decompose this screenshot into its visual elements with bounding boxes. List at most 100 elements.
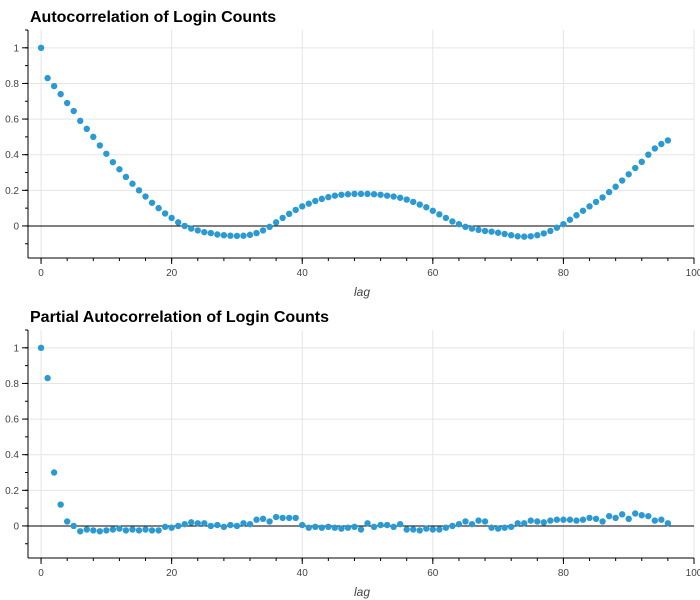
data-point [266,223,273,231]
data-point [377,191,384,198]
data-point [77,528,84,535]
data-point [390,193,397,200]
data-point [416,201,423,208]
data-point [181,520,188,528]
x-tick-label: 60 [427,268,439,279]
data-point [63,99,71,107]
data-point [553,516,561,523]
data-point [553,224,561,231]
data-point [70,107,77,115]
data-point [645,512,652,520]
data-point [625,515,632,523]
data-point [370,523,378,531]
data-point [305,200,312,207]
data-point [122,527,130,534]
data-point [442,214,450,222]
data-point [651,517,659,524]
data-point [612,183,619,190]
data-point [410,526,417,533]
data-point [638,512,645,519]
data-point [442,524,450,531]
data-point [266,518,273,525]
data-point [325,193,332,201]
data-point [449,522,456,530]
data-point [109,526,117,533]
data-point [383,192,391,199]
data-point [207,522,215,530]
y-tick-label: 0.2 [5,486,19,497]
data-point [135,187,143,194]
acf-chart: Autocorrelation of Login Counts lag 0 0.2… [5,9,700,299]
data-point [573,212,580,219]
data-point [37,344,45,352]
data-point [612,514,619,522]
data-point [292,206,299,214]
data-point [560,220,567,228]
data-point [168,214,175,222]
plot-area: 0 0.2 0.4 0.6 0.8 1 0 20 40 60 80 100 [5,329,700,579]
data-point [494,229,502,236]
data-point [214,231,221,238]
data-point [279,514,286,522]
data-point [253,516,260,523]
data-point [253,229,260,237]
data-point [116,166,123,173]
data-point [566,216,574,223]
data-point [449,218,456,225]
y-tick-label: 0.8 [5,379,19,390]
data-point [560,516,567,523]
x-axis-label: lag [354,285,370,299]
data-point [312,523,319,531]
x-tick-label: 100 [686,568,700,579]
data-point [50,82,58,90]
data-point [285,514,293,522]
data-point [625,171,632,178]
x-tick-label: 80 [558,568,570,579]
data-point [325,523,332,531]
data-point [605,512,613,520]
data-point [377,521,384,529]
data-point [429,207,437,214]
data-point [299,521,306,529]
data-point [534,518,541,525]
plot-area: 0 0.2 0.4 0.6 0.8 1 0 20 40 60 80 100 [5,29,700,279]
data-point [527,517,534,524]
data-point [475,226,482,234]
y-tick-label: 0.4 [5,150,19,161]
data-point [174,219,182,226]
data-point [57,501,64,508]
data-point [161,210,169,217]
data-point [547,227,554,235]
data-point [370,191,378,198]
data-point [664,520,672,527]
data-point [70,522,77,530]
data-point [494,525,502,532]
data-point [390,523,397,531]
data-point [403,526,410,533]
data-point [240,520,247,527]
data-point [579,207,587,214]
data-point [90,527,97,534]
data-point [383,521,391,529]
y-tick-label: 0 [13,221,19,232]
data-point [220,232,228,239]
data-point [507,523,515,531]
data-point [44,374,51,382]
y-tick-label: 0.6 [5,115,19,126]
data-point [155,527,162,534]
data-point [436,526,443,533]
data-point [423,525,430,532]
data-point [514,233,521,240]
data-point [468,225,476,232]
data-point [174,522,182,530]
data-point [312,197,319,205]
data-point [338,525,345,532]
data-point [227,232,234,239]
data-point [436,211,443,218]
data-point [521,520,528,527]
y-tick-label: 0.4 [5,450,19,461]
data-point [148,199,156,206]
data-point [632,510,639,517]
data-point [77,117,84,125]
y-tick-label: 0.8 [5,79,19,90]
